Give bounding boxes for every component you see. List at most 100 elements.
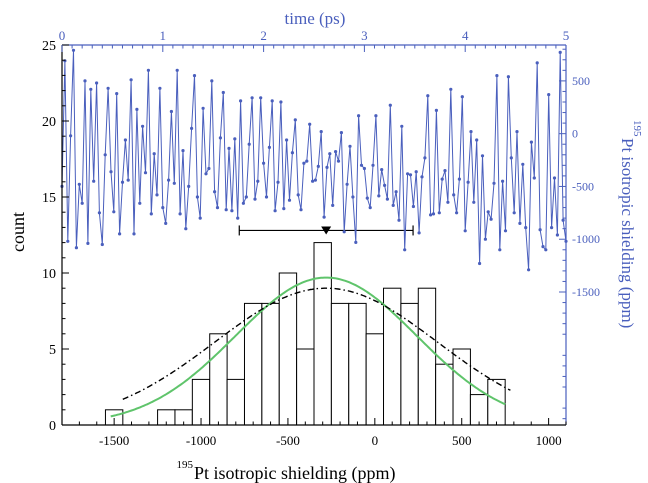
time-series-point (259, 96, 263, 100)
time-series-point (236, 216, 240, 220)
y-tick-label: 15 (42, 191, 56, 206)
time-series-point (256, 179, 260, 183)
time-series-point (328, 152, 332, 156)
time-series-point (524, 226, 528, 230)
top-tick-label: 4 (462, 28, 469, 43)
time-series-point (273, 209, 277, 213)
time-series-point (109, 170, 113, 174)
time-series-point (466, 180, 470, 184)
time-series-point (313, 178, 317, 182)
time-series-point (141, 124, 145, 128)
time-series-point (285, 138, 289, 142)
y-tick-label: 20 (42, 115, 56, 130)
time-series-point (207, 166, 211, 171)
time-series-point (480, 154, 485, 158)
y-tick-label: 25 (42, 39, 56, 54)
x-tick-label: 500 (452, 433, 472, 448)
time-series-point (443, 169, 447, 173)
time-series-point (224, 208, 228, 212)
time-series-point (305, 159, 309, 163)
time-series-point (348, 144, 352, 148)
time-series-point (115, 92, 119, 96)
histogram-bar (278, 272, 298, 426)
top-tick-label: 1 (160, 28, 167, 43)
time-series-point (518, 221, 522, 225)
time-series-point (483, 237, 487, 241)
time-series-point (336, 159, 341, 163)
time-series-point (282, 207, 286, 211)
time-series-point (357, 114, 361, 118)
time-series-point (89, 87, 93, 91)
histogram-bar (313, 242, 332, 426)
time-series-point (460, 95, 464, 99)
time-series-point (253, 197, 257, 201)
time-series-point (506, 75, 510, 79)
time-series-point (334, 150, 338, 154)
time-series-point (362, 166, 366, 171)
time-series-point (221, 90, 225, 95)
top-tick-label: 3 (361, 28, 368, 43)
time-series-point (558, 50, 562, 55)
time-series-point (503, 229, 508, 233)
time-series-point (190, 126, 194, 130)
time-series-point (106, 86, 110, 90)
time-series-point (169, 109, 173, 114)
time-series-point (371, 163, 375, 167)
time-series-point (210, 79, 214, 83)
time-series-point (437, 211, 441, 215)
time-series-point (339, 131, 343, 135)
x-tick-label: -1000 (186, 433, 216, 448)
top-tick-label: 2 (260, 28, 267, 43)
time-series-point (63, 59, 67, 63)
time-series-point (167, 178, 171, 182)
time-series-point (213, 190, 217, 194)
histogram-bar (348, 302, 367, 426)
time-series-point (535, 61, 539, 65)
time-series-point (290, 151, 294, 155)
right-tick-label: 500 (572, 74, 590, 88)
time-series-point (446, 200, 450, 204)
time-series-point (406, 172, 410, 176)
time-series-point (449, 87, 453, 91)
histogram-bar (383, 287, 402, 426)
time-series-point (316, 164, 320, 168)
right-tick-label: -1000 (572, 232, 600, 246)
time-series-point (501, 179, 505, 183)
time-series-point (279, 100, 283, 104)
histogram-bar (261, 302, 280, 426)
histogram-bar (330, 302, 350, 426)
time-series-point (463, 229, 467, 233)
time-series-point (532, 176, 536, 180)
time-series-point (175, 68, 179, 72)
time-series-point (161, 206, 165, 210)
time-series-point (383, 183, 387, 187)
time-series-point (215, 206, 220, 210)
time-series-point (359, 163, 364, 167)
time-series-point (86, 241, 90, 245)
histogram-bar (417, 287, 437, 426)
time-series-point (527, 268, 531, 272)
time-series-point (244, 195, 248, 199)
time-series-point (325, 165, 329, 169)
time-series-point (262, 161, 266, 165)
time-series-point (538, 228, 542, 232)
time-series-point (123, 138, 127, 142)
time-series-point (354, 240, 358, 244)
time-series-point (293, 118, 297, 122)
time-series-point (92, 179, 96, 183)
time-series-point (478, 261, 482, 266)
time-series-point (276, 180, 280, 184)
time-series-point (544, 248, 548, 252)
time-series-point (408, 173, 413, 177)
bottom-axis-title-superscript: 195 (177, 459, 194, 471)
time-series-point (394, 190, 398, 194)
time-series-point (512, 211, 516, 215)
x-tick-label: -1500 (99, 433, 129, 448)
time-series-point (149, 212, 153, 216)
time-series-point (550, 226, 554, 230)
time-series-point (521, 162, 525, 166)
time-series-point (132, 232, 136, 236)
time-series-point (431, 212, 436, 216)
